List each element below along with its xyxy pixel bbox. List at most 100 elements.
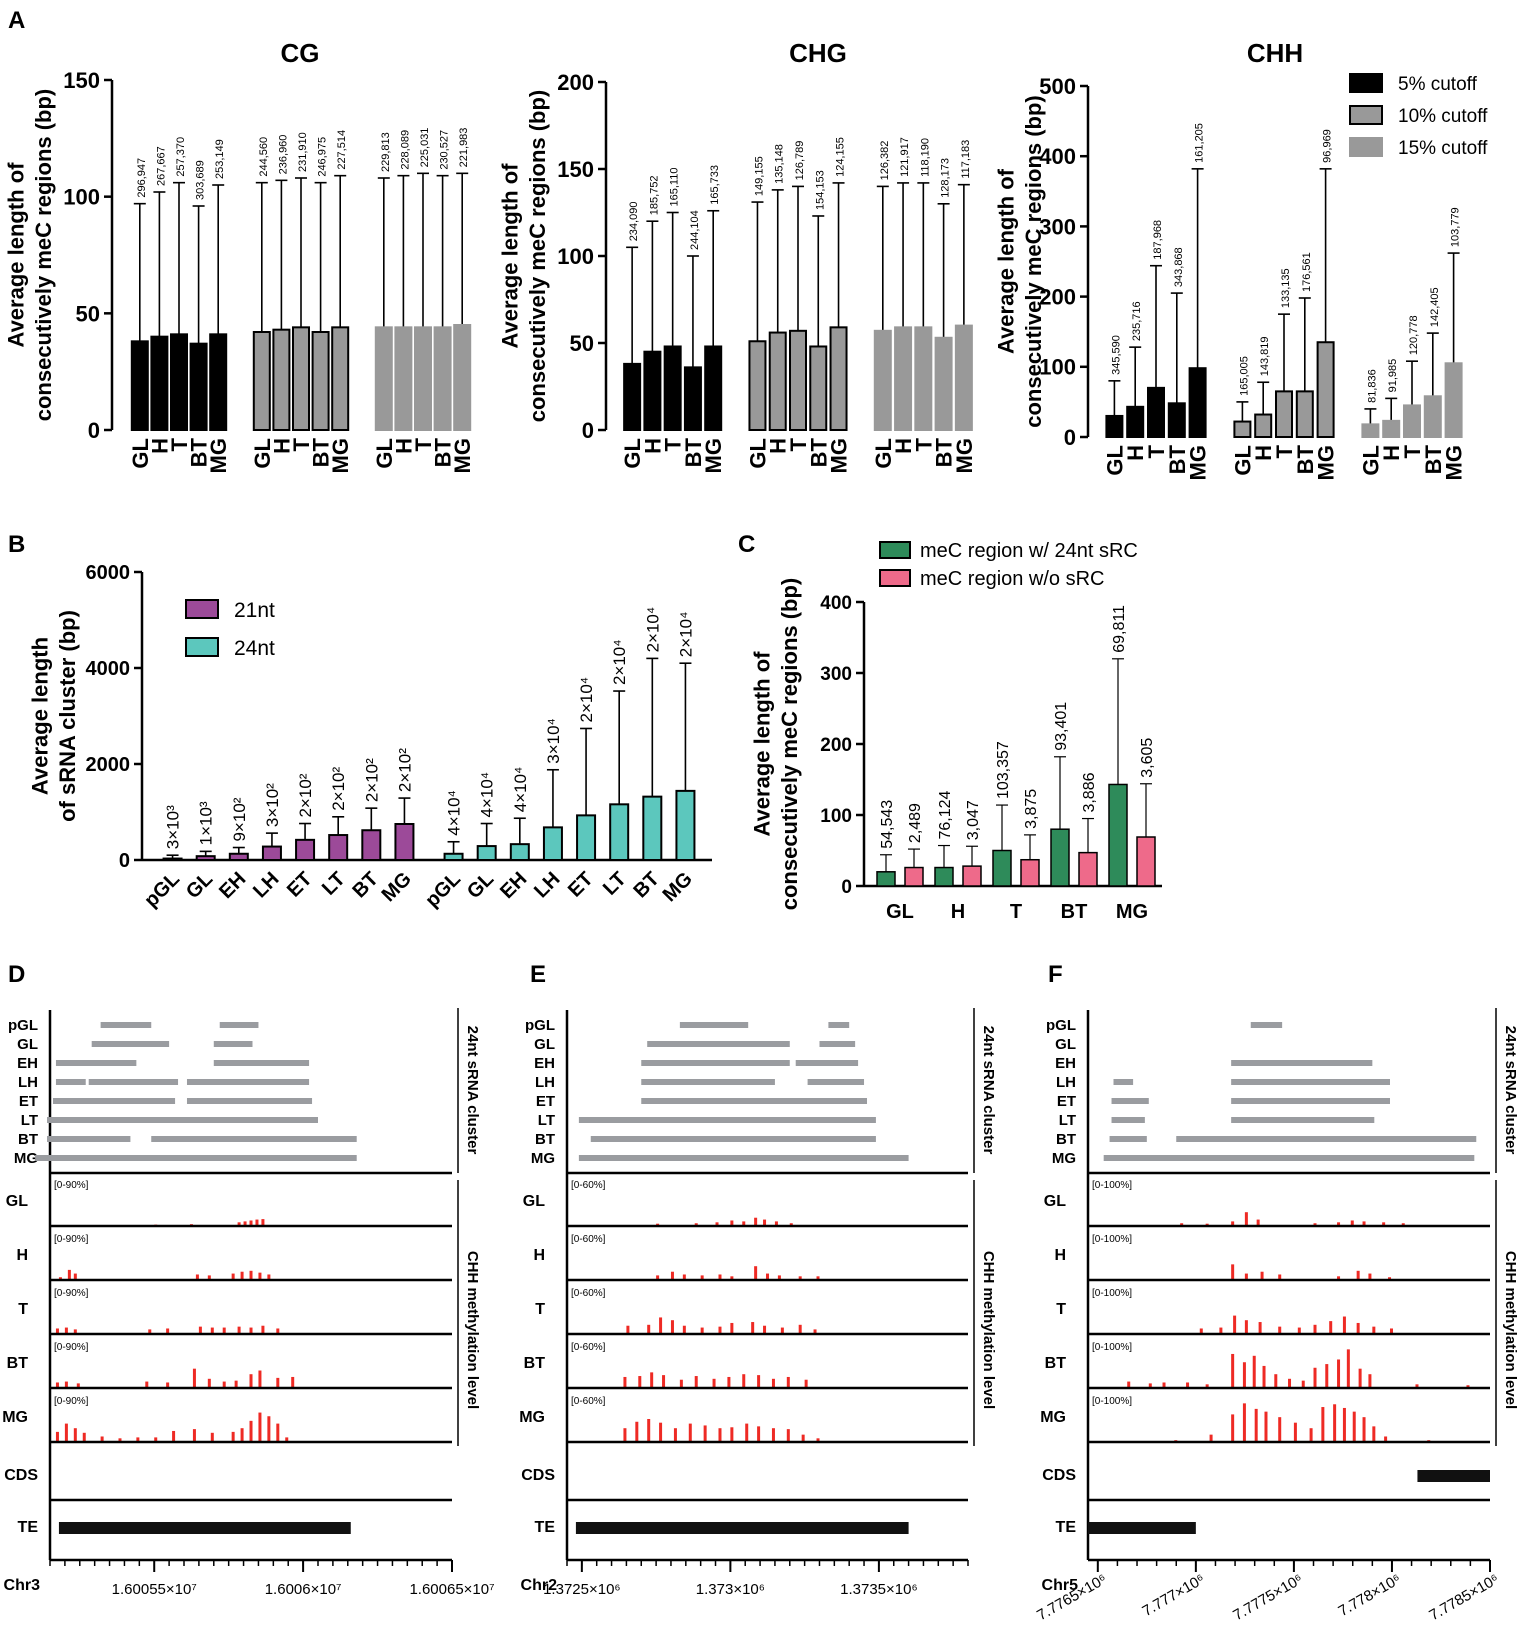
y-tick-label: 200 bbox=[820, 735, 852, 756]
methylation-bar bbox=[656, 1275, 660, 1280]
bar bbox=[394, 823, 415, 861]
cluster-segment bbox=[641, 1098, 868, 1104]
stage-label: LH bbox=[1056, 1074, 1076, 1091]
cluster-segment bbox=[807, 1079, 865, 1085]
stage-label: pGL bbox=[525, 1017, 555, 1034]
cds-label: CDS bbox=[4, 1467, 38, 1484]
bar bbox=[1126, 405, 1145, 438]
data-label: 267,667 bbox=[155, 146, 167, 186]
data-label: 236,960 bbox=[277, 135, 289, 175]
y-tick-label: 0 bbox=[1064, 425, 1076, 450]
bar bbox=[1295, 390, 1314, 438]
cluster-segment bbox=[1111, 1117, 1145, 1123]
bar bbox=[1167, 402, 1186, 438]
x-tick-label: H bbox=[147, 438, 172, 454]
methylation-bar bbox=[258, 1370, 262, 1388]
methylation-bar bbox=[1372, 1326, 1376, 1334]
bar bbox=[663, 345, 682, 432]
x-tick-label: 1.3735×10⁶ bbox=[840, 1581, 918, 1598]
stage-label: GL bbox=[1044, 1193, 1066, 1210]
data-label: 230,527 bbox=[439, 130, 451, 170]
x-tick-label: MG bbox=[952, 438, 977, 473]
x-tick-label: MG bbox=[1442, 445, 1467, 480]
methylation-bar bbox=[718, 1274, 722, 1280]
methylation-bar bbox=[258, 1412, 262, 1442]
data-label: 244,104 bbox=[689, 210, 701, 250]
bar bbox=[453, 324, 472, 431]
methylation-bar bbox=[662, 1375, 666, 1388]
y-axis-label: Average length of consecutively meC regio… bbox=[994, 95, 1047, 428]
methylation-bar bbox=[1313, 1223, 1317, 1226]
methylation-bar bbox=[192, 1368, 196, 1388]
data-label: 96,969 bbox=[1322, 129, 1334, 163]
x-tick-label: H bbox=[1251, 445, 1276, 461]
cluster-segment bbox=[795, 1060, 859, 1066]
methylation-bar bbox=[1382, 1222, 1386, 1226]
cluster-segment bbox=[35, 1155, 357, 1161]
x-tick-label: BT bbox=[629, 868, 663, 902]
data-label: 2×10² bbox=[395, 748, 414, 792]
stage-label: GL bbox=[1055, 1036, 1076, 1053]
data-label: 4×10⁴ bbox=[445, 790, 464, 836]
methylation-bar bbox=[694, 1223, 698, 1226]
data-label: 246,975 bbox=[317, 137, 329, 177]
cluster-segment bbox=[47, 1117, 319, 1123]
data-label: 235,716 bbox=[1131, 301, 1143, 341]
methylation-bar bbox=[1401, 1223, 1405, 1226]
data-label: 234,090 bbox=[628, 202, 640, 242]
methylation-bar bbox=[1244, 1320, 1248, 1334]
methylation-bar bbox=[1278, 1417, 1282, 1442]
methylation-bar bbox=[1415, 1384, 1419, 1388]
methylation-bar bbox=[650, 1372, 654, 1388]
bar bbox=[1136, 836, 1156, 887]
bar bbox=[394, 326, 413, 432]
methylation-bar bbox=[789, 1223, 793, 1226]
methylation-bar bbox=[1358, 1368, 1362, 1388]
cluster-segment bbox=[55, 1060, 137, 1066]
stage-label: MG bbox=[1040, 1409, 1066, 1426]
x-tick-label: T bbox=[661, 437, 686, 451]
methylation-bar bbox=[626, 1325, 630, 1334]
chart-B: 0 2000 4000 6000 Average length of sRNA clust… bbox=[28, 562, 712, 912]
data-label: 343,868 bbox=[1173, 247, 1185, 287]
range-label: [0-60%] bbox=[571, 1396, 606, 1407]
data-label: 93,401 bbox=[1053, 702, 1070, 751]
legend-swatch bbox=[185, 637, 219, 657]
y-tick-label: 100 bbox=[820, 806, 852, 827]
x-tick-label: H bbox=[951, 901, 965, 923]
cluster-segment bbox=[578, 1155, 909, 1161]
stage-label: LT bbox=[21, 1112, 38, 1129]
data-label: 126,789 bbox=[794, 141, 806, 181]
methylation-bar bbox=[670, 1271, 674, 1280]
cluster-segment bbox=[1176, 1136, 1477, 1142]
methylation-bar bbox=[64, 1381, 68, 1388]
y-tick-label: 6000 bbox=[86, 562, 131, 584]
bar bbox=[374, 326, 393, 432]
te-label: TE bbox=[1056, 1519, 1077, 1536]
stage-label: EH bbox=[17, 1055, 38, 1072]
bar bbox=[195, 855, 216, 861]
data-label: 185,752 bbox=[648, 175, 660, 215]
x-tick-label: EH bbox=[496, 868, 531, 903]
cluster-segment bbox=[1250, 1022, 1283, 1028]
cluster-segment bbox=[186, 1098, 313, 1104]
methylation-bar bbox=[638, 1376, 642, 1388]
methylation-bar bbox=[1127, 1381, 1131, 1388]
methylation-bar bbox=[623, 1428, 627, 1442]
x-tick-label: 1.3725×10⁶ bbox=[543, 1581, 621, 1598]
methylation-bar bbox=[1362, 1417, 1366, 1442]
methylation-bar bbox=[276, 1423, 280, 1442]
methylation-bar bbox=[754, 1266, 758, 1280]
methylation-bar bbox=[727, 1376, 731, 1388]
bar bbox=[1361, 423, 1380, 439]
methylation-bar bbox=[1231, 1221, 1235, 1226]
stage-label: BT bbox=[1045, 1355, 1067, 1372]
methylation-bar bbox=[73, 1329, 77, 1334]
methylation-bar bbox=[258, 1272, 262, 1280]
panel-label-d: D bbox=[8, 961, 25, 988]
x-tick-label: 7.7785×10⁶ bbox=[1426, 1571, 1502, 1624]
x-tick-label: 7.7775×10⁶ bbox=[1230, 1571, 1306, 1624]
methylation-bar bbox=[210, 1432, 214, 1442]
methylation-bar bbox=[786, 1429, 790, 1442]
data-label: 2×10⁴ bbox=[676, 612, 695, 658]
